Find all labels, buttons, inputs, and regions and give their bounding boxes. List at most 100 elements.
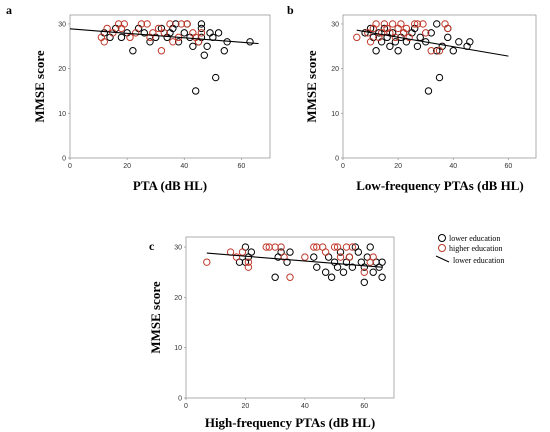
point-lower-education (321, 268, 330, 276)
point-higher-education (360, 268, 368, 276)
point-higher-education (166, 20, 174, 28)
point-higher-education (100, 38, 108, 46)
point-higher-education (126, 33, 134, 42)
point-lower-education (433, 20, 441, 28)
point-higher-education (427, 47, 435, 55)
x-tick-label: 60 (360, 403, 368, 410)
y-tick-label: 10 (58, 111, 66, 118)
x-tick-label: 40 (180, 163, 188, 170)
y-tick-label: 30 (331, 21, 339, 28)
point-lower-education (435, 73, 444, 82)
point-higher-education (369, 253, 377, 261)
point-lower-education (117, 33, 126, 42)
point-higher-education (183, 20, 191, 28)
point-higher-education (149, 29, 157, 37)
point-higher-education (422, 29, 430, 37)
x-tick-label: 20 (242, 403, 250, 410)
point-higher-education (348, 243, 357, 251)
y-tick-label: 0 (62, 156, 66, 163)
x-tick-label: 0 (341, 163, 345, 170)
point-higher-education (301, 253, 309, 261)
y-axis-label: MMSE score (148, 281, 163, 354)
y-tick-label: 10 (331, 111, 339, 118)
panel-label: a (6, 3, 12, 17)
point-higher-education (286, 273, 294, 281)
fit-line (206, 252, 383, 268)
point-higher-education (244, 258, 253, 266)
fit-line (356, 29, 509, 57)
point-lower-education (310, 253, 318, 261)
x-tick-label: 0 (68, 163, 72, 170)
scatter-panels: 0 20 40 60 0 10 20 30 a PTA (dB HL) MMSE score 0 20 4… (6, 3, 537, 430)
point-higher-education (366, 38, 375, 46)
x-tick-label: 20 (123, 163, 131, 170)
plot-area (342, 14, 537, 159)
fit-line (69, 28, 259, 45)
point-higher-education (397, 20, 405, 28)
legend-fit-line (435, 255, 450, 263)
point-higher-education (280, 253, 288, 261)
point-lower-education (386, 42, 394, 50)
legend-lower-label: lower education (449, 234, 500, 243)
point-lower-education (286, 248, 294, 256)
point-lower-education (197, 20, 206, 28)
panel-label: b (287, 3, 294, 17)
point-higher-education (333, 243, 342, 251)
y-tick-label: 20 (331, 66, 339, 73)
point-lower-education (391, 38, 400, 46)
point-higher-education (330, 243, 339, 251)
point-higher-education (157, 47, 166, 55)
point-lower-education (372, 47, 380, 55)
point-lower-education (378, 273, 386, 281)
point-higher-education (345, 253, 354, 261)
panel-label: c (149, 239, 155, 253)
point-lower-education (140, 29, 148, 37)
panel-a: 0 20 40 60 0 10 20 30 a PTA (dB HL) MMSE score (6, 3, 271, 193)
point-lower-education (361, 29, 369, 37)
point-higher-education (377, 29, 386, 37)
point-lower-education (369, 268, 377, 276)
y-tick-label: 10 (174, 345, 182, 352)
y-tick-label: 0 (178, 396, 182, 403)
panel-c: 0 20 40 60 0 10 20 30 c High-frequency PTAs (dB H… (148, 236, 395, 430)
point-lower-education (378, 258, 386, 266)
point-lower-education (449, 47, 457, 55)
point-higher-education (353, 33, 361, 42)
x-axis-label: PTA (dB HL) (133, 178, 207, 193)
point-higher-education (197, 29, 206, 37)
point-higher-education (203, 258, 211, 266)
point-higher-education (244, 263, 253, 271)
y-tick-label: 0 (335, 156, 339, 163)
point-lower-education (192, 87, 200, 95)
x-tick-label: 60 (505, 163, 513, 170)
point-lower-education (466, 38, 474, 46)
point-lower-education (246, 38, 254, 46)
y-axis-label: MMSE score (32, 50, 47, 123)
point-lower-education (166, 29, 174, 37)
point-lower-education (220, 47, 228, 55)
point-lower-education (327, 273, 336, 281)
point-higher-education (143, 20, 151, 28)
point-lower-education (129, 47, 137, 55)
point-lower-education (180, 29, 188, 37)
x-tick-label: 40 (301, 403, 309, 410)
point-lower-education (203, 42, 211, 50)
y-tick-label: 20 (174, 295, 182, 302)
point-higher-education (169, 38, 177, 46)
point-lower-education (200, 51, 208, 59)
point-higher-education (388, 20, 397, 28)
point-higher-education (120, 20, 128, 28)
point-lower-education (174, 38, 183, 46)
point-lower-education (212, 73, 220, 82)
point-higher-education (444, 24, 452, 33)
legend-higher-marker (438, 244, 446, 252)
point-higher-education (336, 253, 345, 261)
point-lower-education (455, 38, 463, 46)
point-lower-education (214, 29, 223, 37)
point-higher-education (238, 248, 247, 256)
y-tick-label: 20 (58, 66, 66, 73)
point-higher-education (310, 243, 318, 251)
x-tick-label: 0 (184, 403, 188, 410)
x-axis-label: Low-frequency PTAs (dB HL) (356, 178, 523, 193)
point-higher-education (262, 243, 270, 251)
